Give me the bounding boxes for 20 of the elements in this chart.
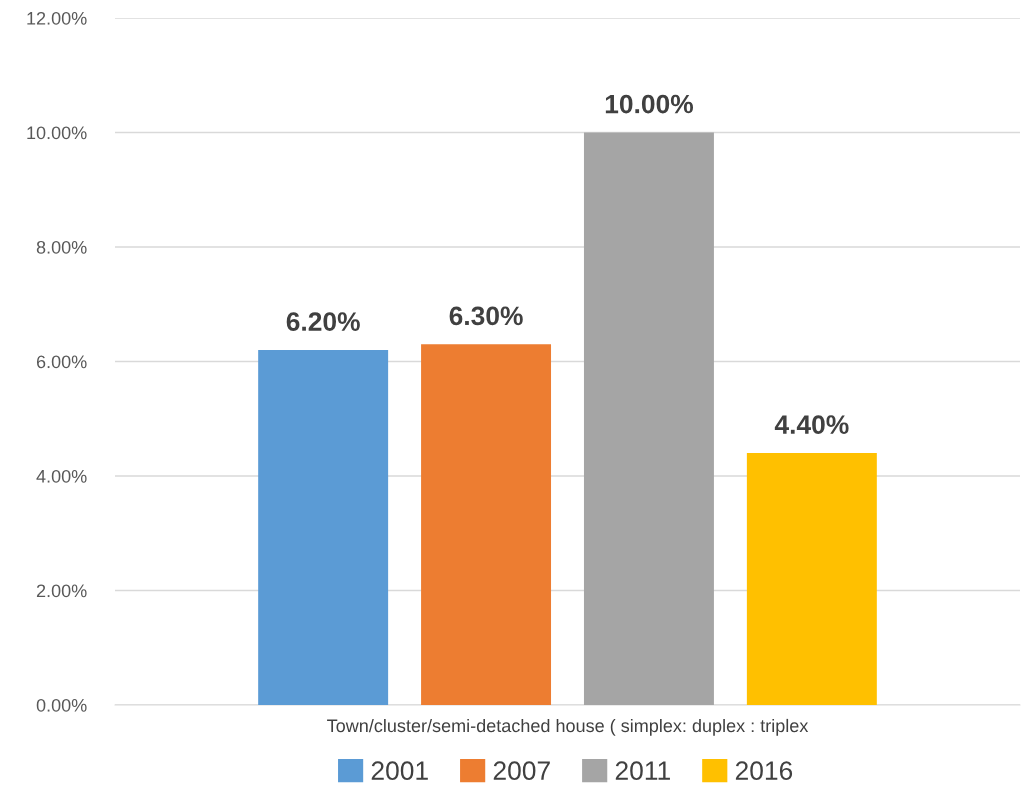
- legend-label: 2011: [615, 761, 670, 781]
- y-tick-label: 6.00%: [36, 355, 87, 369]
- legend-label: 2001: [371, 761, 428, 781]
- bar: [746, 453, 877, 705]
- y-tick-label: 2.00%: [36, 584, 87, 598]
- data-label: 6.30%: [449, 306, 523, 326]
- legend-label: 2016: [735, 761, 793, 781]
- bar: [258, 350, 389, 705]
- y-tick-label: 0.00%: [36, 698, 87, 712]
- y-tick-label: 8.00%: [36, 240, 87, 254]
- data-label: 6.20%: [286, 312, 360, 331]
- bar: [421, 344, 552, 705]
- bar: [583, 132, 714, 705]
- x-tick-label: Town/cluster/semi-detached house ( simplex: duplex : triplex: [327, 718, 809, 736]
- y-tick-label: 12.00%: [27, 11, 87, 25]
- data-label: 4.40%: [774, 415, 849, 434]
- y-tick-label: 10.00%: [27, 126, 87, 140]
- y-tick-label: 4.00%: [36, 469, 87, 483]
- legend-label: 2007: [493, 761, 550, 781]
- data-label: 10.00%: [605, 94, 694, 114]
